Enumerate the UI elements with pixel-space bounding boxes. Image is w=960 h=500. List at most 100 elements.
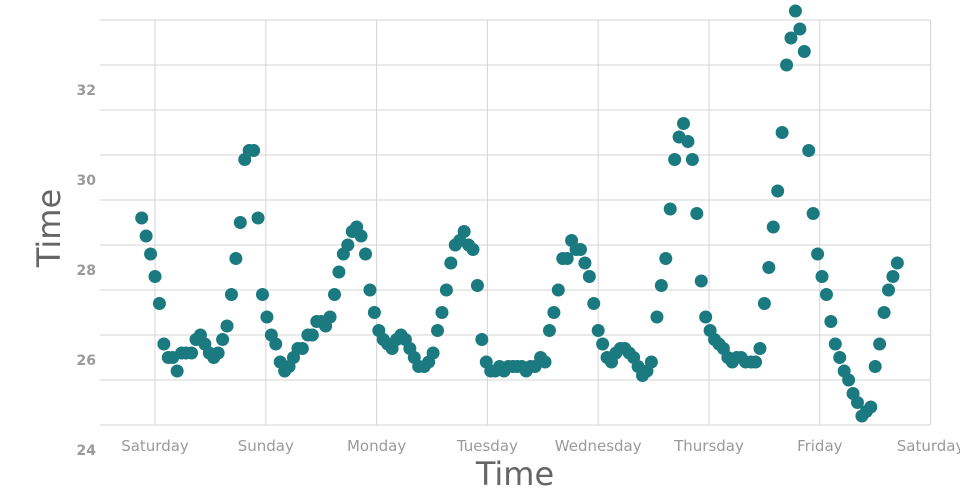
data-point: [367, 306, 381, 319]
data-point: [426, 346, 440, 360]
x-tick-label: Thursday: [673, 437, 744, 455]
data-point: [220, 319, 234, 333]
data-point: [659, 252, 673, 265]
data-point: [439, 283, 453, 297]
data-point: [359, 247, 373, 261]
data-point: [157, 337, 171, 351]
y-tick-label: 32: [77, 83, 96, 99]
data-point: [444, 256, 458, 270]
data-point: [144, 247, 158, 261]
data-point: [663, 202, 677, 216]
data-point: [547, 306, 561, 319]
data-point: [873, 337, 887, 351]
data-point: [573, 243, 587, 256]
data-point: [793, 22, 807, 36]
data-point: [551, 283, 565, 297]
data-point: [582, 270, 596, 283]
data-point: [587, 297, 601, 310]
data-point: [890, 256, 904, 270]
x-tick-label: Friday: [797, 437, 843, 455]
data-point: [864, 400, 878, 414]
data-point: [668, 153, 682, 166]
data-point: [363, 283, 377, 297]
data-point: [842, 373, 856, 387]
data-point: [749, 355, 763, 369]
data-point: [170, 364, 184, 378]
data-point: [757, 297, 771, 310]
data-point: [833, 351, 847, 364]
data-point: [828, 337, 842, 351]
data-point: [677, 117, 691, 130]
data-point: [788, 4, 802, 18]
data-point: [762, 261, 776, 274]
data-point: [457, 225, 471, 238]
data-point: [806, 207, 820, 220]
data-point: [305, 328, 319, 342]
data-points: [135, 4, 904, 423]
data-point: [466, 243, 480, 256]
y-tick-label: 24: [77, 443, 97, 459]
data-point: [341, 238, 355, 252]
x-tick-label: Monday: [347, 437, 406, 455]
data-point: [431, 324, 445, 337]
data-point: [255, 288, 269, 301]
data-point: [650, 310, 664, 324]
data-point: [216, 333, 230, 346]
data-point: [775, 126, 789, 139]
x-axis-title: Time: [475, 455, 554, 493]
y-tick-label: 28: [77, 263, 96, 279]
data-point: [699, 310, 713, 324]
data-point: [260, 310, 274, 324]
data-point: [323, 310, 337, 324]
data-point: [868, 360, 882, 373]
data-point: [135, 211, 149, 225]
data-point: [591, 324, 605, 337]
y-axis-title: Time: [30, 189, 68, 268]
data-point: [233, 216, 247, 229]
data-point: [784, 31, 798, 45]
data-point: [797, 45, 811, 58]
data-point: [850, 396, 864, 409]
x-tick-label: Sunday: [238, 437, 294, 455]
data-point: [435, 306, 449, 319]
data-point: [596, 337, 610, 351]
x-tick-label: Saturday: [897, 437, 960, 455]
data-point: [269, 337, 283, 351]
data-point: [811, 247, 825, 261]
data-point: [332, 265, 346, 279]
data-point: [644, 355, 658, 369]
data-point: [780, 58, 794, 72]
data-point: [815, 270, 829, 283]
data-point: [211, 346, 225, 360]
x-tick-label: Saturday: [121, 437, 189, 455]
data-point: [560, 252, 574, 265]
data-point: [753, 342, 767, 355]
x-tick-label: Tuesday: [456, 437, 518, 455]
data-point: [681, 135, 695, 148]
data-point: [690, 207, 704, 220]
data-point: [538, 355, 552, 369]
data-point: [654, 279, 668, 292]
data-point: [542, 324, 556, 337]
data-point: [819, 288, 833, 301]
data-point: [185, 346, 199, 360]
data-point: [877, 306, 891, 319]
data-point: [327, 288, 341, 301]
data-point: [694, 274, 708, 288]
data-point: [224, 288, 238, 301]
data-point: [824, 315, 838, 328]
data-point: [139, 229, 153, 243]
data-point: [886, 270, 900, 283]
data-point: [148, 270, 162, 283]
y-tick-labels: 24 26 28 30 32: [77, 83, 97, 459]
data-point: [578, 256, 592, 270]
data-point: [771, 184, 785, 198]
y-tick-label: 26: [77, 353, 96, 369]
y-tick-label: 30: [77, 173, 97, 189]
data-point: [229, 252, 243, 265]
data-point: [295, 342, 309, 355]
x-tick-labels: Saturday Sunday Monday Tuesday Wednesday Thur…: [121, 437, 960, 455]
data-point: [881, 283, 895, 297]
x-tick-label: Wednesday: [555, 437, 642, 455]
